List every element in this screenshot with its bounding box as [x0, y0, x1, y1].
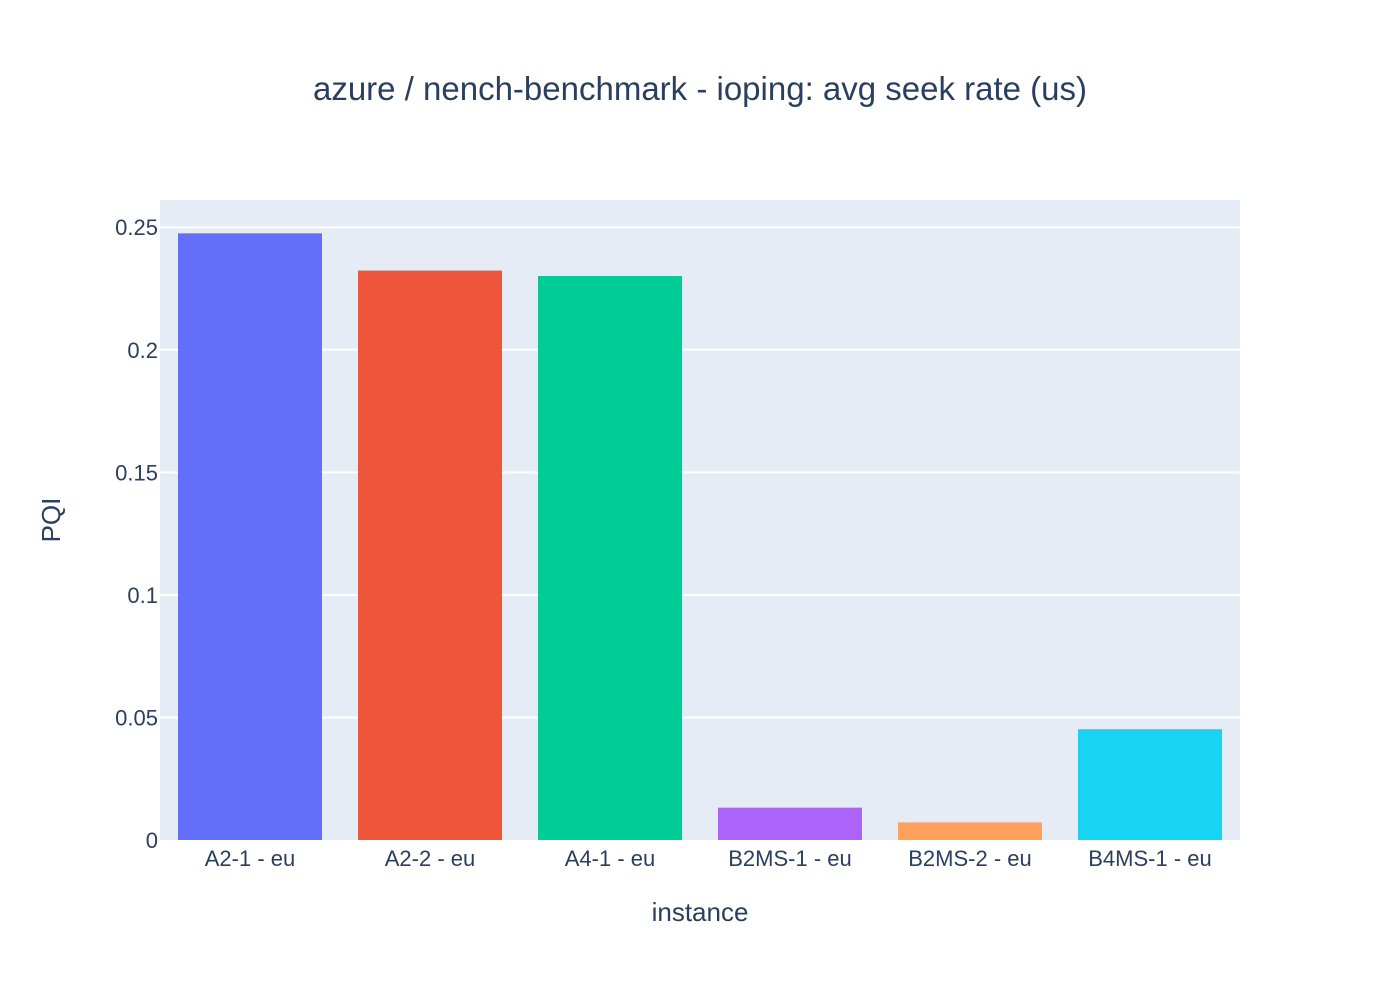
x-tick-label: A2-1 - eu	[205, 846, 296, 871]
bar	[1078, 729, 1222, 840]
y-tick-label: 0	[146, 828, 158, 853]
bar	[538, 275, 682, 840]
bars	[178, 233, 1222, 841]
y-axis-title: PQI	[36, 498, 66, 543]
y-tick-label: 0.25	[115, 215, 158, 240]
chart-title: azure / nench-benchmark - ioping: avg se…	[313, 70, 1087, 107]
x-tick-label: B2MS-1 - eu	[728, 846, 852, 871]
x-axis-title: instance	[652, 897, 749, 927]
x-tick-label: B4MS-1 - eu	[1088, 846, 1212, 871]
bar	[718, 807, 862, 840]
x-tick-label: B2MS-2 - eu	[908, 846, 1032, 871]
bar	[178, 233, 322, 841]
x-axis-ticks: A2-1 - eu A2-2 - eu A4-1 - eu B2MS-1 - eu B2…	[205, 846, 1212, 871]
y-tick-label: 0.2	[127, 338, 158, 363]
gridlines	[160, 226, 1240, 719]
y-tick-label: 0.15	[115, 460, 158, 485]
x-tick-label: A2-2 - eu	[385, 846, 476, 871]
bar	[358, 270, 502, 840]
x-tick-label: A4-1 - eu	[565, 846, 656, 871]
y-tick-label: 0.05	[115, 705, 158, 730]
y-axis-ticks: 0 0.05 0.1 0.15 0.2 0.25	[115, 215, 158, 853]
bar	[898, 822, 1042, 840]
y-tick-label: 0.1	[127, 583, 158, 608]
plot-area	[160, 200, 1240, 840]
